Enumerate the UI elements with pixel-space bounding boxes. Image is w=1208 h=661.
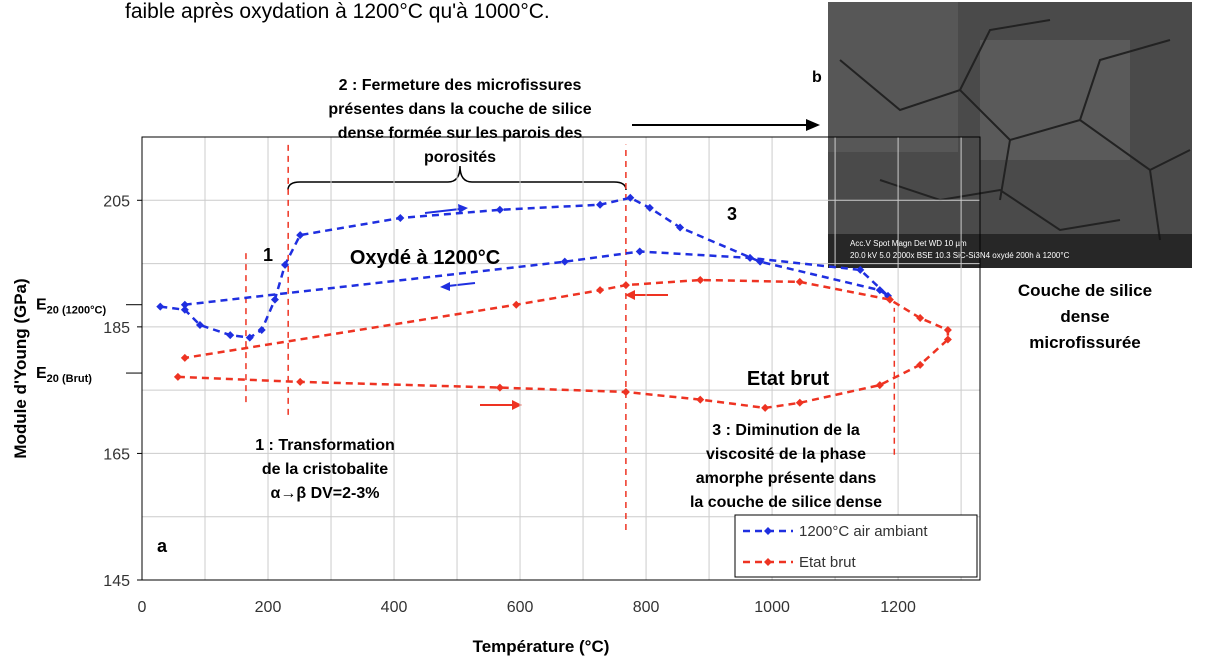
direction-arrows [424, 204, 668, 410]
scale-text: 20.0 kV 5.0 2000x BSE 10.3 SiC-Si3N4 oxy… [850, 251, 1070, 260]
annotation: amorphe présente dans [696, 470, 877, 487]
y-tick-label: 165 [103, 446, 130, 463]
legend-marker [764, 527, 772, 535]
data-point [621, 281, 630, 290]
legend-label: Etat brut [799, 554, 857, 571]
pointer-arrow [632, 119, 820, 131]
annotation: Etat brut [747, 368, 830, 390]
data-point [226, 331, 235, 340]
annotation: 3 [727, 204, 737, 224]
data-point [296, 377, 305, 386]
y-tick-label: 145 [103, 573, 130, 590]
annotation: 1 : Transformation [255, 437, 395, 454]
brace [287, 165, 627, 191]
data-point [645, 203, 654, 212]
inset-caption: microfissurée [1029, 333, 1141, 352]
data-point [281, 260, 290, 269]
data-point [257, 326, 266, 335]
reference-label: E20 (Brut) [36, 365, 92, 385]
data-point [676, 223, 685, 232]
annotation: α→β DV=2-3% [271, 485, 380, 502]
data-point [795, 398, 804, 407]
data-point [596, 286, 605, 295]
data-point [270, 295, 279, 304]
data-point [856, 265, 865, 274]
data-point [696, 395, 705, 404]
series-line [177, 278, 950, 410]
data-point [756, 257, 765, 266]
data-point [156, 302, 165, 311]
data-point [560, 257, 569, 266]
x-tick-label: 0 [138, 599, 147, 616]
data-point [626, 193, 635, 202]
annotation: porosités [424, 149, 496, 166]
data-point [195, 320, 204, 329]
y-axis-title: Module d'Young (GPa) [11, 278, 30, 458]
y-tick-label: 185 [103, 320, 130, 337]
data-point [875, 381, 884, 390]
annotation: Oxydé à 1200°C [350, 247, 500, 269]
x-tick-label: 800 [633, 599, 660, 616]
x-axis-title: Température (°C) [473, 637, 610, 656]
data-point [180, 305, 189, 314]
legend-box [734, 514, 978, 578]
annotation: présentes dans la couche de silice [328, 101, 591, 118]
data-point [635, 247, 644, 256]
data-point [875, 286, 884, 295]
annotation: 1 [263, 245, 273, 265]
legend-marker [764, 558, 772, 566]
inset-caption: Couche de silice [1018, 281, 1152, 300]
data-point [296, 231, 305, 240]
plot-frame [141, 136, 981, 581]
annotation: 3 : Diminution de la [712, 422, 860, 439]
inset-caption: dense [1060, 307, 1109, 326]
series-line [160, 196, 889, 339]
legend-label: 1200°C air ambiant [799, 523, 928, 540]
data-point [746, 253, 755, 262]
data-point [245, 333, 254, 342]
data-point [696, 276, 705, 285]
y-tick-label: 205 [103, 193, 130, 210]
data-point [180, 353, 189, 362]
data-point [596, 200, 605, 209]
data-point [916, 360, 925, 369]
data-point [885, 295, 894, 304]
data-point [173, 372, 182, 381]
annotation: viscosité de la phase [706, 446, 866, 463]
top-text: faible après oxydation à 1200°C qu'à 100… [125, 0, 550, 23]
annotation: a [157, 536, 168, 556]
reference-label: E20 (1200°C) [36, 297, 106, 317]
x-tick-label: 600 [507, 599, 534, 616]
data-point [943, 335, 952, 344]
annotation: de la cristobalite [262, 461, 388, 478]
annotation: la couche de silice dense [690, 494, 882, 511]
data-point [495, 205, 504, 214]
data-point [396, 214, 405, 223]
annotation: dense formée sur les parois des [338, 125, 583, 142]
scale-text: Acc.V Spot Magn Det WD 10 µm [850, 239, 967, 248]
data-point [795, 277, 804, 286]
data-point [621, 388, 630, 397]
x-tick-label: 200 [255, 599, 282, 616]
inset-image: Acc.V Spot Magn Det WD 10 µm 20.0 kV 5.0… [828, 2, 1192, 268]
data-point [495, 383, 504, 392]
data-point [916, 313, 925, 322]
x-tick-label: 1000 [754, 599, 790, 616]
annotation: 2 : Fermeture des microfissures [339, 77, 582, 94]
data-point [761, 403, 770, 412]
x-tick-label: 400 [381, 599, 408, 616]
x-tick-label: 1200 [880, 599, 916, 616]
data-point [180, 300, 189, 309]
data-point [512, 300, 521, 309]
inset-label: b [812, 69, 822, 86]
data-point [943, 326, 952, 335]
